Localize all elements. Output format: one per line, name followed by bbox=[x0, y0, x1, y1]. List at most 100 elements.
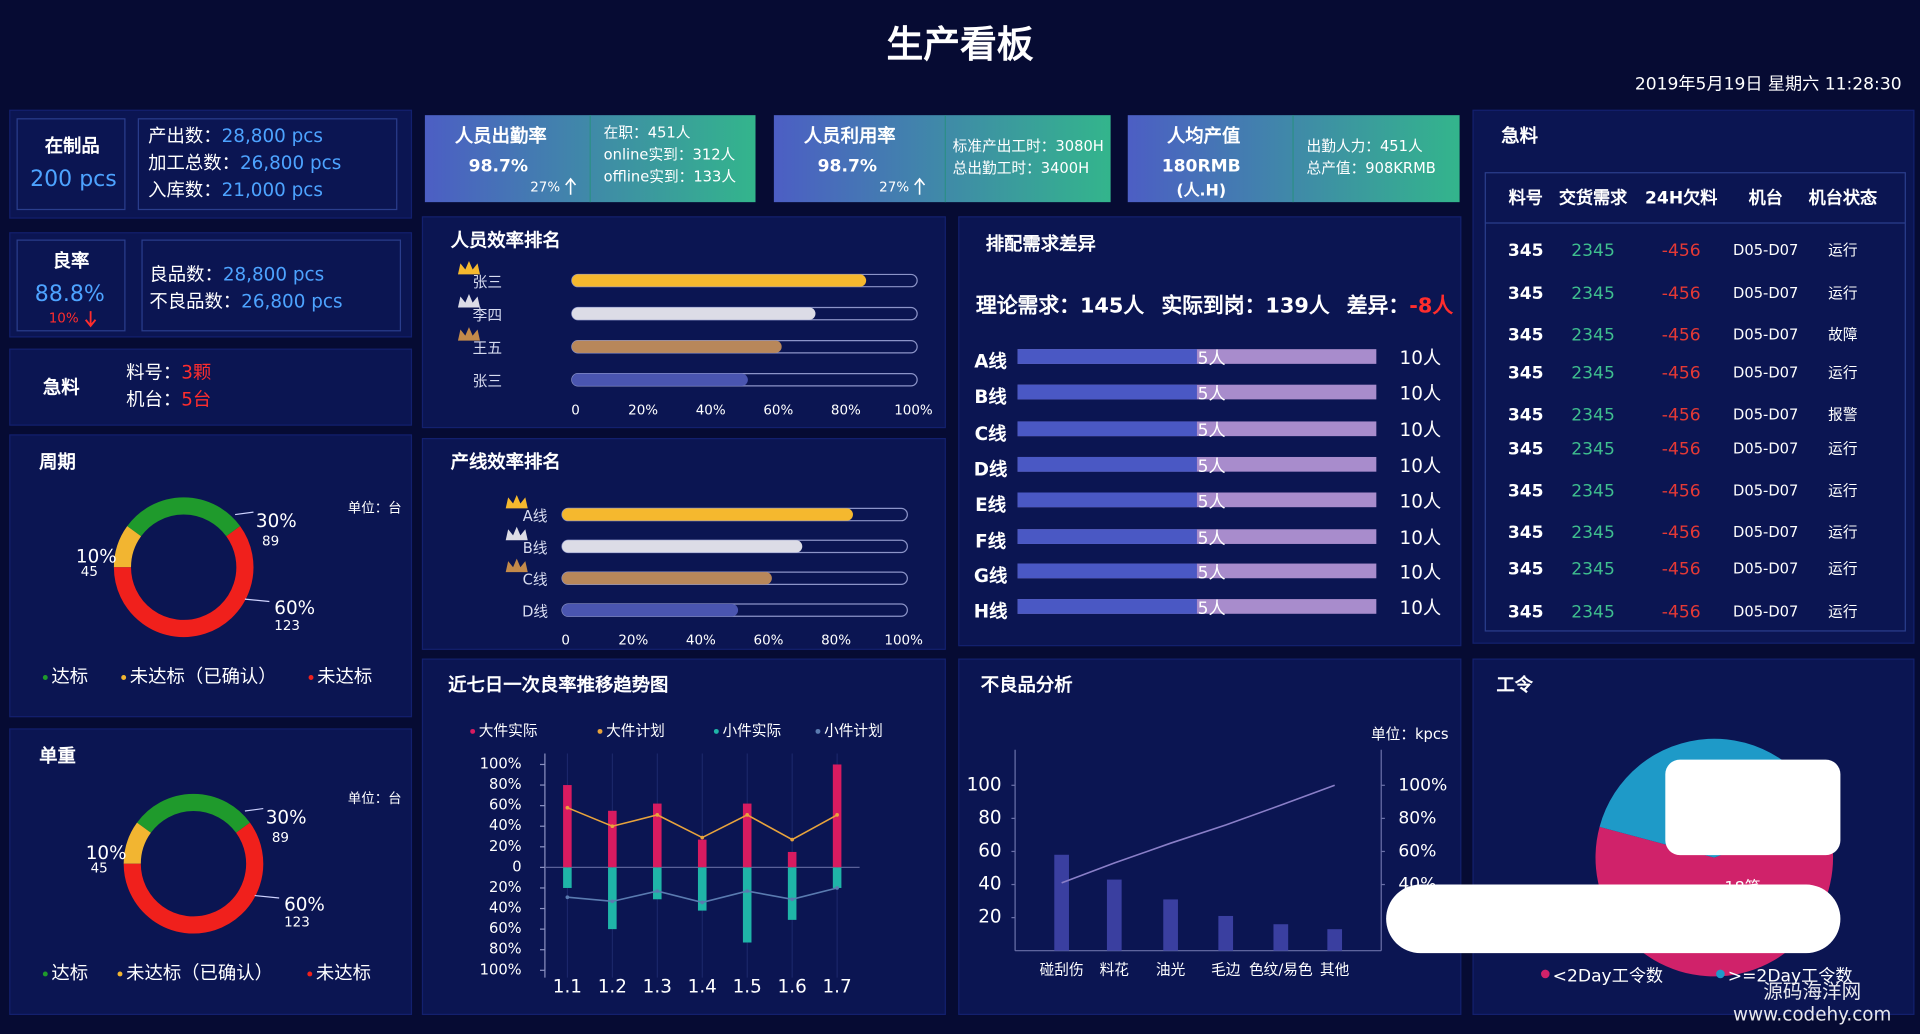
x-tick-label: 80% bbox=[831, 402, 861, 418]
kpi-detail: 标准产出工时：3080H bbox=[953, 138, 1104, 155]
kpi-unit: (人.H) bbox=[1176, 181, 1226, 200]
x-tick-label: 60% bbox=[754, 633, 784, 649]
bar bbox=[653, 803, 662, 868]
x-tick-label: 40% bbox=[686, 633, 716, 649]
y-tick-label: 0 bbox=[512, 858, 521, 875]
legend-label: 未达标（已确认） bbox=[126, 963, 273, 984]
x-tick-label: 1.1 bbox=[553, 976, 582, 997]
kpi-detail: 出勤人力：451人 bbox=[1307, 138, 1423, 155]
slice-percent: 60% bbox=[274, 598, 315, 619]
x-tick-label: 1.4 bbox=[688, 976, 717, 997]
legend-label: 小件计划 bbox=[824, 722, 883, 739]
x-tick-label: 0 bbox=[571, 402, 580, 418]
legend-label: 小件实际 bbox=[722, 722, 781, 739]
table-cell: -456 bbox=[1662, 241, 1701, 261]
x-tick-label: 毛边 bbox=[1211, 961, 1241, 978]
item: 产出数：28,800 pcs bbox=[148, 126, 323, 147]
table-cell: 2345 bbox=[1571, 364, 1615, 384]
target-label: 10人 bbox=[1400, 598, 1442, 619]
panel-defect bbox=[958, 658, 1462, 1016]
bar bbox=[653, 867, 662, 900]
bar bbox=[571, 307, 816, 320]
table-header: 交货需求 bbox=[1559, 187, 1628, 208]
category-label: D线 bbox=[974, 458, 1008, 480]
value-label: 5人 bbox=[1198, 349, 1226, 369]
table-cell: 345 bbox=[1508, 284, 1544, 304]
x-tick-label: 料花 bbox=[1100, 961, 1130, 978]
crown-icon bbox=[505, 494, 528, 509]
crown-icon bbox=[505, 526, 528, 541]
unit: 单位：台 bbox=[348, 791, 402, 807]
bar bbox=[1017, 456, 1197, 472]
box bbox=[141, 239, 402, 332]
table-cell: -456 bbox=[1662, 560, 1701, 580]
y-tick-label: 80% bbox=[489, 776, 522, 793]
table-cell: D05-D07 bbox=[1733, 441, 1798, 458]
item-label: 机台： bbox=[126, 390, 181, 411]
table-cell: 345 bbox=[1508, 560, 1544, 580]
table-frame bbox=[1484, 172, 1906, 632]
category-label: 张三 bbox=[473, 373, 502, 390]
legend-dot bbox=[1716, 969, 1725, 979]
table-header: 24H欠料 bbox=[1645, 187, 1717, 208]
item-value: 21,000 pcs bbox=[222, 180, 323, 201]
donut-slice bbox=[123, 822, 264, 934]
x-tick-label: 60% bbox=[763, 402, 793, 418]
slice-count: 123 bbox=[274, 618, 300, 634]
table-cell: 345 bbox=[1508, 440, 1544, 460]
x-tick-label: 色纹/易色 bbox=[1249, 961, 1313, 978]
y-tick-label: 100 bbox=[967, 774, 1002, 795]
table-cell: 运行 bbox=[1828, 365, 1858, 382]
item-value: 28,800 pcs bbox=[223, 265, 324, 286]
bar bbox=[832, 867, 842, 888]
bar bbox=[1054, 854, 1069, 951]
table-cell: 2345 bbox=[1571, 440, 1615, 460]
crown-icon bbox=[457, 260, 480, 275]
legend-label: 未达标（已确认） bbox=[130, 666, 277, 687]
item: 不良品数：26,800 pcs bbox=[149, 292, 342, 313]
donut-slice bbox=[113, 526, 254, 638]
slice-count: 45 bbox=[81, 564, 98, 580]
y-tick-label: 20% bbox=[489, 838, 522, 855]
point bbox=[655, 813, 660, 817]
unit: 单位：台 bbox=[348, 500, 402, 516]
summary-label: 理论需求： bbox=[976, 293, 1080, 317]
target-label: 10人 bbox=[1400, 456, 1442, 477]
legend-dot bbox=[470, 728, 476, 734]
value-label: 5人 bbox=[1198, 492, 1226, 512]
table-cell: D05-D07 bbox=[1733, 242, 1798, 259]
legend-dot bbox=[42, 675, 48, 680]
table-cell: D05-D07 bbox=[1733, 327, 1798, 344]
legend-dot bbox=[117, 971, 123, 977]
point bbox=[610, 899, 615, 904]
category-label: D线 bbox=[522, 604, 548, 621]
y-tick-label: 20 bbox=[978, 907, 1001, 928]
bar bbox=[1163, 899, 1178, 951]
y-tick-label: 60% bbox=[489, 797, 522, 814]
shortage-label: 急料 bbox=[43, 376, 80, 398]
summary-value: 139人 bbox=[1265, 293, 1329, 317]
table-cell: 2345 bbox=[1571, 284, 1615, 304]
panel-title: 排配需求差异 bbox=[986, 233, 1096, 255]
item-value: 26,800 pcs bbox=[241, 292, 342, 313]
kpi-value: 180RMB bbox=[1162, 157, 1241, 177]
box bbox=[16, 239, 126, 332]
legend-label: 达标 bbox=[51, 963, 88, 984]
x-tick-label: 1.6 bbox=[778, 976, 807, 997]
y-tick-label: 100% bbox=[480, 961, 522, 978]
legend-dot bbox=[1541, 969, 1550, 979]
point bbox=[790, 897, 794, 902]
target-label: 10人 bbox=[1400, 348, 1442, 369]
legend-dot bbox=[42, 971, 48, 977]
y-tick-label: 80% bbox=[489, 941, 522, 958]
x-tick-label: 1.2 bbox=[598, 976, 627, 997]
table-cell: 2345 bbox=[1571, 326, 1615, 346]
legend-dot bbox=[597, 728, 603, 734]
bar bbox=[571, 373, 748, 386]
slice-count: 89 bbox=[262, 534, 279, 550]
y-tick-label: 60 bbox=[978, 840, 1001, 861]
value-label: 5人 bbox=[1198, 457, 1226, 477]
down-arrow bbox=[84, 311, 97, 328]
